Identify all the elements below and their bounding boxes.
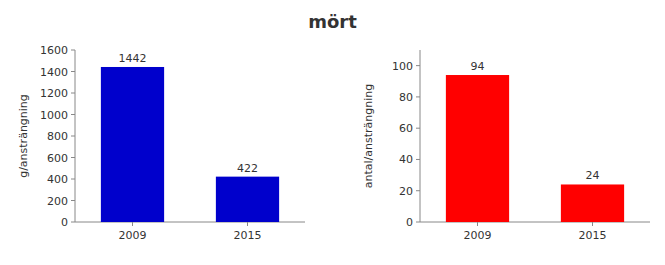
x-tick-label: 2009	[119, 229, 147, 242]
data-label: 422	[237, 162, 258, 175]
y-tick	[416, 128, 420, 129]
panel: 0 20 40 60 80 100 antal/ansträngning 94 24 2009 20…	[362, 50, 650, 242]
labels: 94 24	[471, 60, 600, 182]
bars	[446, 75, 624, 222]
y-tick-label: 1400	[40, 66, 68, 79]
y-tick-label: 1200	[40, 87, 68, 100]
y-tick	[71, 114, 75, 115]
x-tick	[592, 222, 593, 226]
y-tick	[71, 200, 75, 201]
y-tick	[71, 136, 75, 137]
y-tick-label: 200	[47, 195, 68, 208]
chart-container: mört02004006008001000120014001600g/anstr…	[0, 0, 665, 265]
title: mört	[308, 11, 357, 32]
y-tick	[71, 157, 75, 158]
y-tick-label: 80	[399, 91, 413, 104]
y-tick	[416, 159, 420, 160]
y-tick-label: 800	[47, 130, 68, 143]
y-axis-label: antal/ansträngning	[362, 84, 375, 188]
bars	[101, 67, 279, 222]
bar	[561, 184, 624, 222]
x-tick	[132, 222, 133, 226]
chart-svg: mört02004006008001000120014001600g/anstr…	[0, 0, 665, 265]
y-tick	[71, 71, 75, 72]
y-tick-label: 1000	[40, 109, 68, 122]
y-tick-label: 40	[399, 153, 413, 166]
y-tick	[71, 222, 75, 223]
y-tick-label: 20	[399, 185, 413, 198]
x-tick-label: 2009	[464, 229, 492, 242]
data-label: 94	[471, 60, 485, 73]
y-tick-label: 60	[399, 122, 413, 135]
y-tick	[416, 65, 420, 66]
y-tick-label: 100	[392, 60, 413, 73]
panel: 0 200 400 600 800 1000 1200 1400 1600 g/ansträngn…	[17, 44, 305, 242]
x-tick	[247, 222, 248, 226]
x-tick-label: 2015	[234, 229, 262, 242]
y-tick	[71, 93, 75, 94]
y-tick-label: 0	[406, 216, 413, 229]
data-label: 1442	[119, 52, 147, 65]
labels: 1442 422	[119, 52, 259, 175]
y-tick-label: 1600	[40, 44, 68, 57]
y-axis-label: g/ansträngning	[17, 94, 30, 178]
y-axis-line	[420, 50, 421, 222]
y-tick-label: 0	[61, 216, 68, 229]
y-tick	[416, 190, 420, 191]
y-tick	[71, 179, 75, 180]
bar	[216, 177, 279, 222]
y-tick-label: 600	[47, 152, 68, 165]
x-tick-label: 2015	[579, 229, 607, 242]
y-tick	[416, 96, 420, 97]
bar	[446, 75, 509, 222]
y-tick-label: 400	[47, 173, 68, 186]
y-tick	[71, 50, 75, 51]
y-tick	[416, 222, 420, 223]
data-label: 24	[586, 169, 600, 182]
x-tick	[477, 222, 478, 226]
bar	[101, 67, 164, 222]
